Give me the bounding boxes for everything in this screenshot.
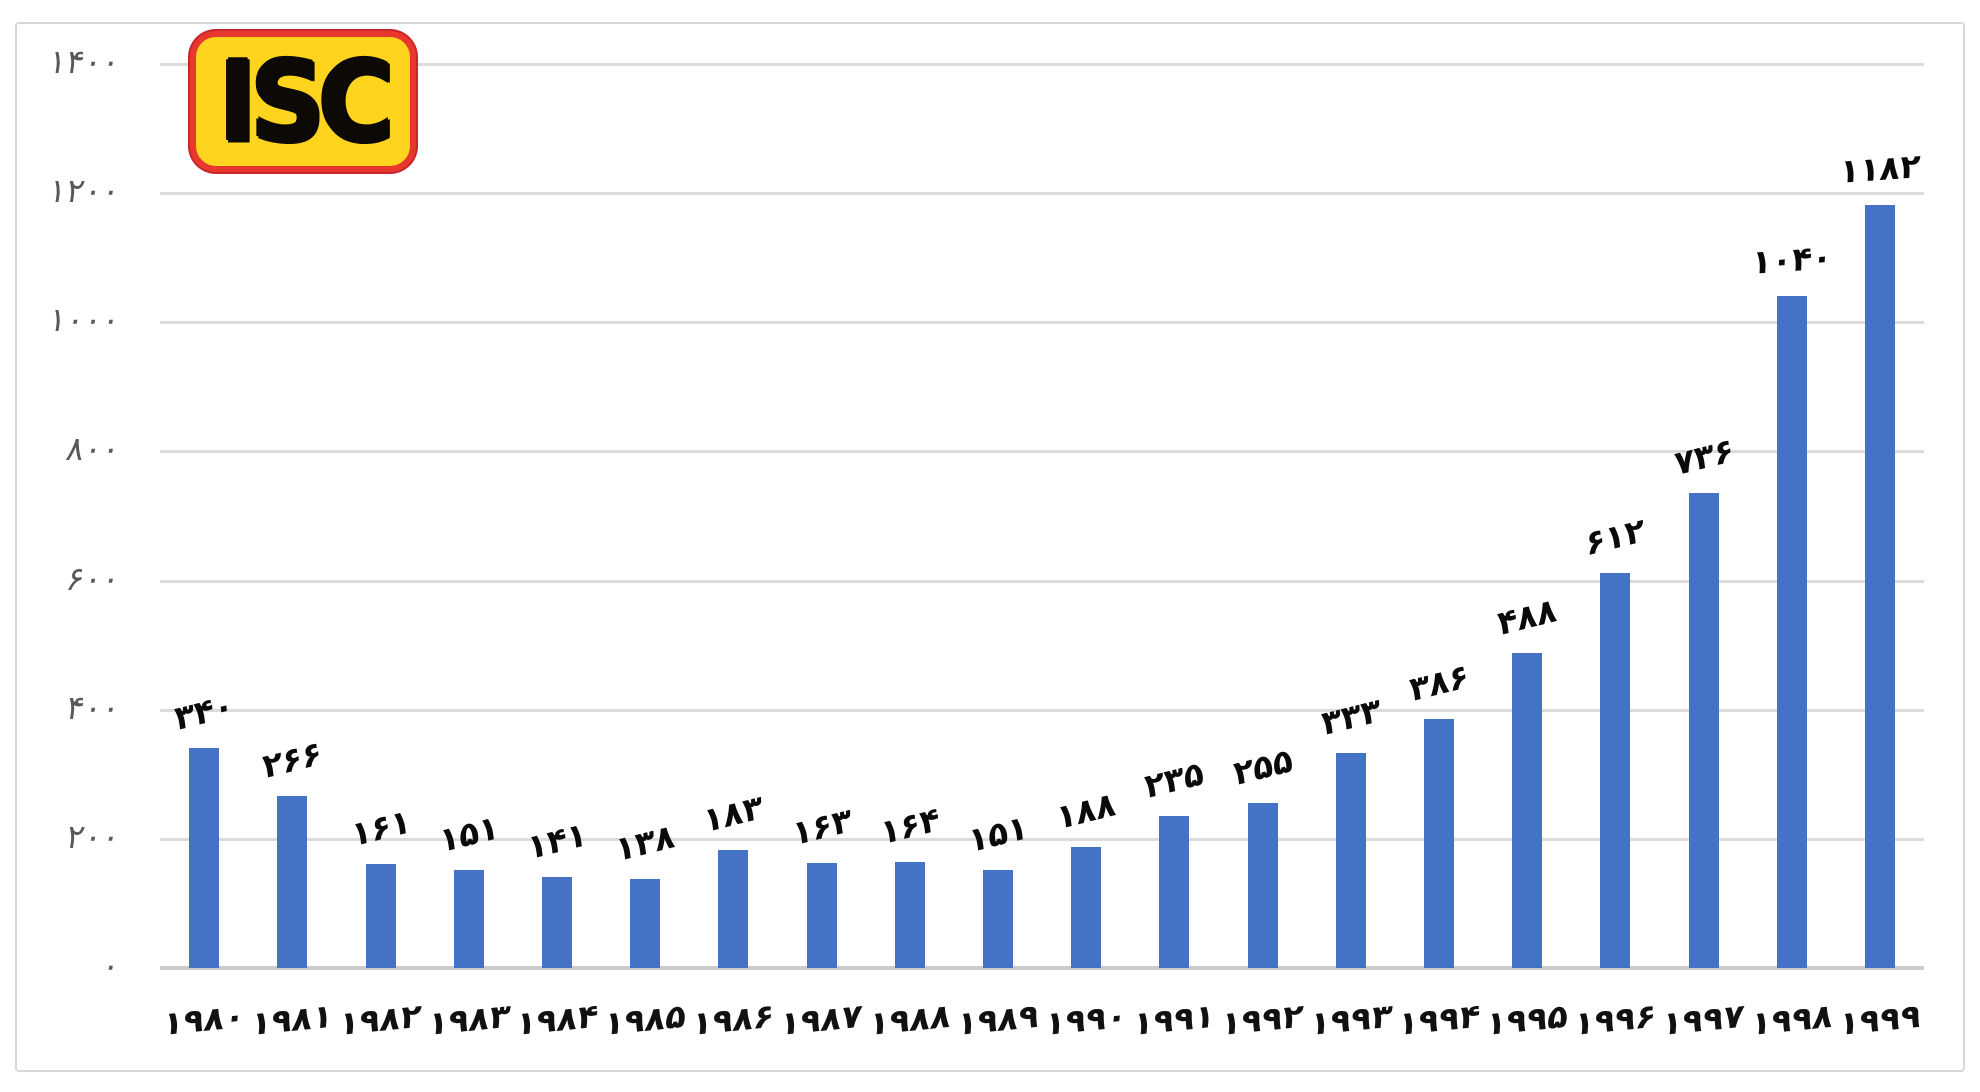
bar [1864, 204, 1895, 968]
bar [1071, 846, 1102, 968]
bar [894, 862, 925, 968]
x-axis-label: ۱۹۹۰ [1043, 995, 1130, 1044]
bar [982, 870, 1013, 968]
y-axis-tick-label: ۱۰۰۰ [45, 300, 124, 340]
gridline [160, 63, 1924, 66]
x-axis-label: ۱۹۹۲ [1219, 995, 1306, 1044]
y-axis-tick-label: ۶۰۰ [63, 558, 124, 598]
bar [1512, 652, 1543, 968]
x-axis-label: ۱۹۹۸ [1748, 995, 1835, 1044]
isc-logo-text: ISC [218, 36, 395, 167]
gridline [160, 321, 1924, 325]
y-axis-tick-label: ۴۰۰ [63, 687, 124, 727]
chart-frame [15, 22, 1965, 1072]
x-axis-label: ۱۹۹۳ [1307, 995, 1394, 1044]
x-axis-label: ۱۹۹۹ [1836, 995, 1923, 1044]
x-axis-label: ۱۹۸۷ [778, 995, 865, 1044]
gridline [160, 192, 1924, 196]
isc-logo: ISC [190, 31, 416, 172]
x-axis-label: ۱۹۹۱ [1131, 995, 1218, 1044]
bar [1688, 492, 1719, 968]
bar [453, 870, 484, 968]
y-axis-tick-label: ۰ [98, 946, 124, 985]
x-axis-label: ۱۹۸۱ [249, 995, 336, 1044]
x-axis-label: ۱۹۸۳ [425, 995, 512, 1044]
bar [1335, 752, 1366, 968]
bar [1423, 718, 1454, 968]
gridline [160, 579, 1924, 583]
bar [189, 748, 220, 968]
gridline [160, 450, 1924, 454]
x-axis-label: ۱۹۸۶ [690, 995, 777, 1044]
x-axis-label: ۱۹۸۵ [602, 995, 689, 1044]
x-axis-label: ۱۹۸۰ [161, 995, 248, 1044]
bar [1600, 572, 1631, 968]
y-axis-tick-label: ۱۲۰۰ [45, 171, 124, 211]
x-axis-label: ۱۹۹۶ [1572, 995, 1659, 1044]
x-axis-label: ۱۹۹۴ [1395, 995, 1482, 1044]
bar [277, 796, 308, 968]
bar [1159, 816, 1190, 968]
x-axis-label: ۱۹۸۸ [866, 995, 953, 1044]
bar [718, 849, 749, 968]
x-axis-label: ۱۹۹۷ [1660, 995, 1747, 1044]
bar [630, 878, 661, 968]
bar [806, 862, 837, 968]
gridline [160, 708, 1924, 712]
bar [1247, 803, 1278, 968]
gridline [160, 837, 1924, 841]
x-axis-label: ۱۹۹۵ [1484, 995, 1571, 1044]
bar [1776, 296, 1807, 968]
x-axis-label: ۱۹۸۹ [954, 995, 1041, 1044]
y-axis-tick-label: ۱۴۰۰ [45, 42, 124, 81]
x-axis-label: ۱۹۸۲ [337, 995, 424, 1044]
x-axis-line [160, 966, 1924, 970]
bar [541, 876, 572, 968]
bar [365, 864, 396, 968]
x-axis-label: ۱۹۸۴ [513, 995, 600, 1044]
y-axis-tick-label: ۸۰۰ [63, 429, 124, 469]
y-axis-tick-label: ۲۰۰ [63, 816, 124, 856]
